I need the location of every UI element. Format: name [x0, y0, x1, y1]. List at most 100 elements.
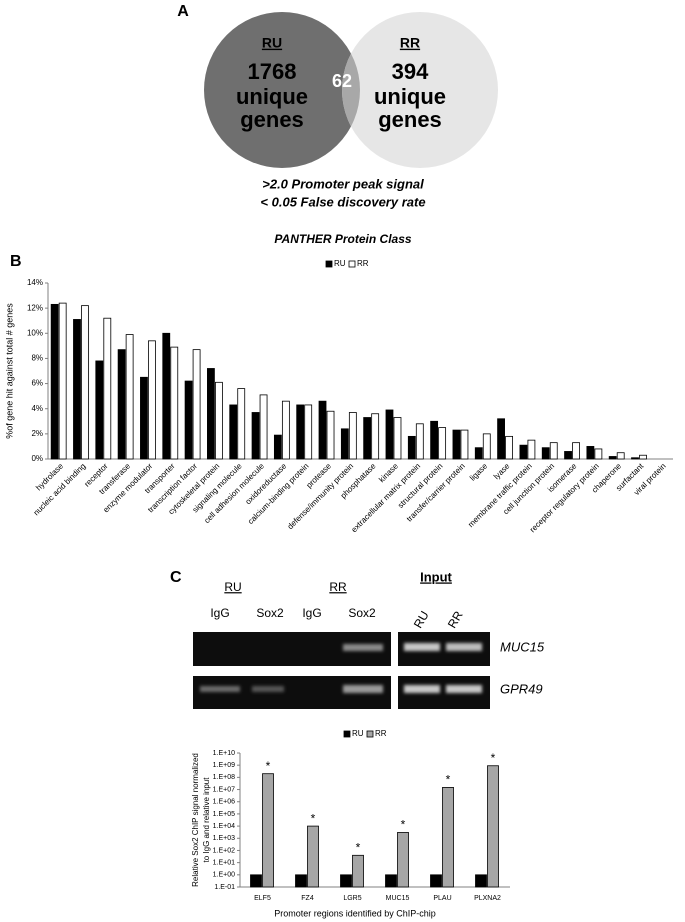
x-tick-label: PLXNA2 [474, 895, 501, 902]
annotation: * [266, 759, 271, 773]
y-tick-label: 4% [31, 404, 43, 413]
bar [295, 874, 307, 888]
bar [184, 380, 193, 460]
venn-overlap-count: 62 [332, 71, 352, 91]
bar [296, 404, 305, 460]
bar [348, 412, 357, 460]
bar [307, 825, 319, 888]
x-tick-label: LGR5 [343, 895, 361, 902]
bar [586, 446, 595, 460]
bar [340, 428, 349, 460]
bar [527, 439, 536, 460]
panel-label: C [170, 569, 182, 586]
venn-text: unique [236, 84, 308, 109]
bar [505, 435, 513, 460]
bar [564, 451, 572, 460]
y-axis-label: to IgG and relative input [202, 777, 211, 863]
lane-label: Sox2 [348, 606, 376, 620]
bar [192, 349, 201, 460]
bar [73, 319, 81, 460]
bar [215, 381, 223, 460]
bar [407, 435, 416, 460]
bar [594, 448, 603, 460]
bar [385, 409, 394, 460]
bar [318, 400, 327, 460]
bar [442, 787, 454, 888]
bar [616, 452, 625, 460]
legend-label: RU [352, 729, 364, 738]
bar [117, 349, 126, 460]
venn-label: RU [262, 35, 282, 51]
annotation: * [356, 840, 361, 854]
lane-label: RU [411, 609, 432, 631]
bar [250, 874, 262, 888]
bar [229, 404, 238, 460]
gel-group: RR [329, 580, 347, 594]
caption: < 0.05 False discovery rate [260, 194, 425, 209]
x-tick-label: ligase [468, 461, 490, 483]
bar [430, 420, 439, 460]
panel-label: B [10, 253, 22, 270]
y-tick-label: 1.E+00 [213, 872, 235, 879]
y-tick-label: 1.E+02 [213, 847, 235, 854]
x-tick-label: FZ4 [301, 895, 314, 902]
y-tick-label: 1.E+04 [213, 823, 235, 830]
bar [397, 832, 409, 888]
lane-label: RR [445, 608, 466, 630]
bar [58, 302, 67, 460]
bar [452, 429, 461, 460]
bar [430, 874, 442, 888]
y-tick-label: 1.E+07 [213, 786, 235, 793]
bar [393, 417, 402, 460]
bar [281, 400, 290, 460]
bar [304, 404, 313, 460]
bar [541, 447, 550, 460]
gene-label: MUC15 [500, 639, 545, 654]
bar [363, 417, 372, 460]
bar [438, 427, 447, 460]
y-tick-label: 6% [31, 379, 43, 388]
lane-label: IgG [302, 606, 321, 620]
bar [162, 332, 171, 460]
bar [487, 765, 499, 888]
y-tick-label: 1.E+01 [213, 859, 235, 866]
y-tick-label: 10% [27, 328, 43, 337]
bar [519, 444, 528, 460]
y-tick-label: 0% [31, 454, 43, 463]
bar [631, 457, 639, 460]
x-tick-label: lyase [492, 461, 512, 481]
annotation: * [311, 811, 316, 825]
bar [475, 874, 487, 888]
bar [50, 303, 59, 460]
venn-text: genes [378, 107, 442, 132]
y-tick-label: 8% [31, 354, 43, 363]
legend-label: RR [357, 259, 369, 268]
lane-label: Sox2 [256, 606, 284, 620]
y-tick-label: 1.E+03 [213, 835, 235, 842]
bar [103, 317, 112, 460]
annotation: * [491, 751, 496, 765]
chart-title: PANTHER Protein Class [274, 232, 411, 246]
venn-left [204, 12, 360, 168]
annotation: * [446, 773, 451, 787]
gene-label: GPR49 [500, 681, 543, 696]
venn-count: 394 [392, 59, 429, 84]
legend-label: RU [334, 259, 346, 268]
bar [340, 874, 352, 888]
legend-swatch [348, 260, 356, 268]
x-tick-label: MUC15 [386, 895, 410, 902]
bar [170, 346, 179, 460]
y-tick-label: 1.E+06 [213, 799, 235, 806]
x-axis-label: Promoter regions identified by ChIP-chip [274, 908, 436, 918]
caption: >2.0 Promoter peak signal [262, 176, 424, 191]
y-axis-label: Relative Sox2 ChIP signal normalized [191, 753, 200, 887]
y-tick-label: 12% [27, 303, 43, 312]
venn-count: 1768 [248, 59, 297, 84]
venn-text: genes [240, 107, 304, 132]
bar [385, 874, 397, 888]
y-axis-label: %of gene hit against total # genes [4, 303, 14, 439]
legend-label: RR [375, 729, 387, 738]
gel-bands [200, 643, 482, 693]
bar [125, 334, 134, 460]
